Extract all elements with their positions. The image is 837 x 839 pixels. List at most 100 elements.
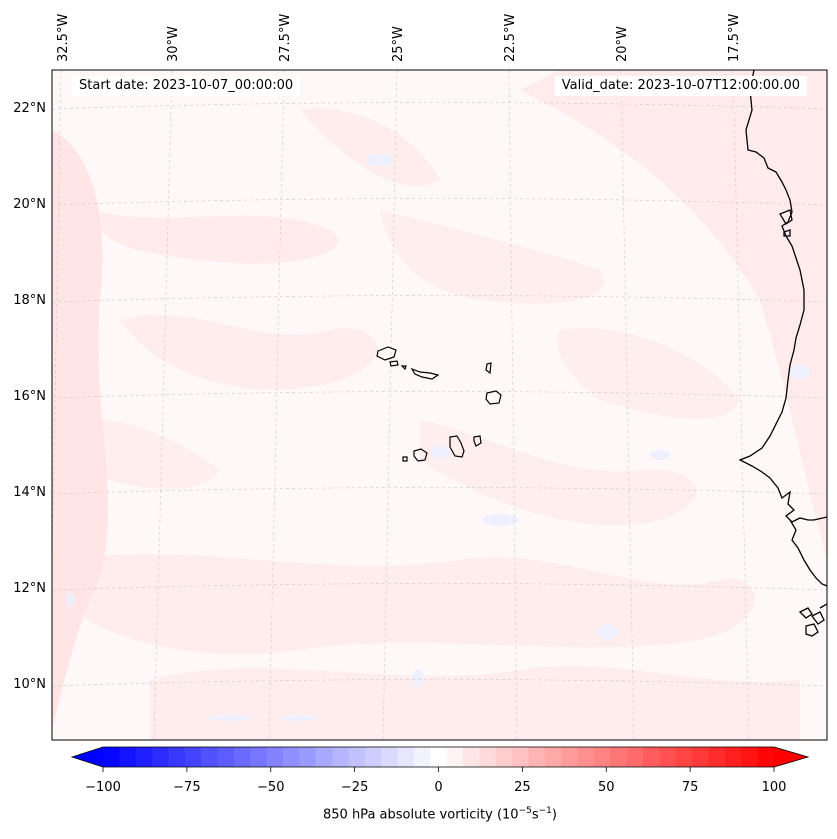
island-santo-antao	[376, 346, 397, 361]
colorbar-step	[299, 747, 317, 767]
lon-label: 32.5°W	[56, 14, 71, 62]
colorbar-tick-label: 100	[762, 780, 787, 795]
lat-label: 22°N	[13, 101, 46, 116]
lon-label: 20°W	[615, 26, 630, 62]
colorbar-step	[610, 747, 628, 767]
colorbar-step	[643, 747, 661, 767]
colorbar-step	[413, 747, 431, 767]
island-brava	[402, 456, 408, 462]
colorbar-step	[741, 747, 759, 767]
colorbar-step	[561, 747, 579, 767]
colorbar-step	[233, 747, 251, 767]
latitude-labels: 22°N 20°N 18°N 16°N 14°N 12°N 10°N	[13, 101, 46, 692]
valid-date-label: Valid_date:	[561, 78, 634, 93]
colorbar-tick-label: −100	[85, 780, 121, 795]
colorbar-step	[315, 747, 333, 767]
colorbar-step	[626, 747, 644, 767]
colorbar-tick-label: 0	[434, 780, 442, 795]
colorbar-step	[266, 747, 284, 767]
colorbar-low-extension	[72, 747, 103, 767]
colorbar-step	[544, 747, 562, 767]
island-fogo	[413, 448, 428, 462]
lat-label: 18°N	[13, 293, 46, 308]
lon-label: 17.5°W	[727, 14, 742, 62]
lat-label: 16°N	[13, 389, 46, 404]
island-boa-vista	[485, 390, 502, 405]
cb-label-mid: s	[531, 807, 539, 823]
map-frame	[51, 69, 828, 741]
colorbar-step	[724, 747, 742, 767]
colorbar-step	[397, 747, 415, 767]
lon-label: 22.5°W	[503, 14, 518, 62]
colorbar-step	[381, 747, 399, 767]
colorbar-tick-label: −75	[173, 780, 200, 795]
island-maio	[473, 435, 482, 447]
colorbar-step	[446, 747, 464, 767]
colorbar-step	[103, 747, 120, 767]
valid-date-value: 2023-10-07T12:00:00.00	[637, 78, 800, 93]
colorbar-step	[168, 747, 186, 767]
colorbar-step	[659, 747, 677, 767]
colorbar-step	[675, 747, 693, 767]
colorbar-step	[152, 747, 170, 767]
colorbar-step	[479, 747, 497, 767]
colorbar-high-extension	[774, 747, 808, 767]
colorbar-step	[283, 747, 300, 767]
colorbar-step	[708, 747, 726, 767]
valid-date-stamp: Valid_date: 2023-10-07T12:00:00.00	[554, 76, 807, 96]
island-sao-nicolau	[410, 367, 440, 380]
graticule	[52, 70, 827, 740]
colorbar-step	[135, 747, 153, 767]
colorbar-tick-label: −50	[257, 780, 284, 795]
negative-vorticity-patches	[66, 154, 810, 721]
colorbar-step	[184, 747, 202, 767]
colorbar-step	[528, 747, 546, 767]
cb-label-exp1: −5	[518, 806, 532, 816]
longitude-labels: 32.5°W 30°W 27.5°W 25°W 22.5°W 20°W 17.5…	[56, 14, 742, 62]
lat-label: 20°N	[13, 197, 46, 212]
colorbar-label: 850 hPa absolute vorticity (10−5s−1)	[0, 806, 837, 822]
island-sao-vicente	[389, 360, 399, 367]
colorbar-tick-label: 75	[682, 780, 699, 795]
colorbar-step	[201, 747, 219, 767]
colorbar-step	[332, 747, 350, 767]
colorbar-step	[463, 747, 481, 767]
colorbar: −100 −75 −50 −25 0 25 50 75 100	[70, 746, 810, 795]
colorbar-step	[593, 747, 611, 767]
colorbar-step	[364, 747, 382, 767]
colorbar-step	[348, 747, 366, 767]
colorbar-step	[119, 747, 137, 767]
colorbar-step	[430, 747, 448, 767]
lat-label: 12°N	[13, 581, 46, 596]
colorbar-step	[757, 747, 775, 767]
start-date-value: 2023-10-07_00:00:00	[152, 78, 294, 93]
island-sal	[485, 362, 492, 375]
cape-verde-islands	[376, 346, 502, 462]
lat-label: 10°N	[13, 677, 46, 692]
colorbar-step	[495, 747, 513, 767]
west-africa-coastline	[738, 70, 827, 637]
lon-label: 27.5°W	[278, 14, 293, 62]
colorbar-tick-label: 50	[598, 780, 615, 795]
lon-label: 30°W	[166, 26, 181, 62]
start-date-stamp: Start date: 2023-10-07_00:00:00	[72, 76, 301, 96]
cb-label-main: 850 hPa absolute vorticity (10	[323, 807, 519, 823]
colorbar-steps	[103, 747, 775, 767]
colorbar-step	[512, 747, 530, 767]
colorbar-tick-label: −25	[341, 780, 368, 795]
colorbar-step	[250, 747, 268, 767]
lon-label: 25°W	[391, 26, 406, 62]
start-date-label: Start date:	[79, 78, 149, 93]
colorbar-ticks: −100 −75 −50 −25 0 25 50 75 100	[85, 767, 786, 795]
island-santiago	[449, 435, 465, 458]
cb-label-exp2: −1	[538, 806, 552, 816]
positive-vorticity-field	[52, 70, 827, 740]
lat-label: 14°N	[13, 485, 46, 500]
colorbar-step	[692, 747, 710, 767]
colorbar-step	[577, 747, 595, 767]
map-panel	[52, 70, 827, 740]
cb-label-end: )	[551, 807, 557, 823]
island-santa-luzia	[400, 365, 407, 371]
colorbar-step	[217, 747, 235, 767]
